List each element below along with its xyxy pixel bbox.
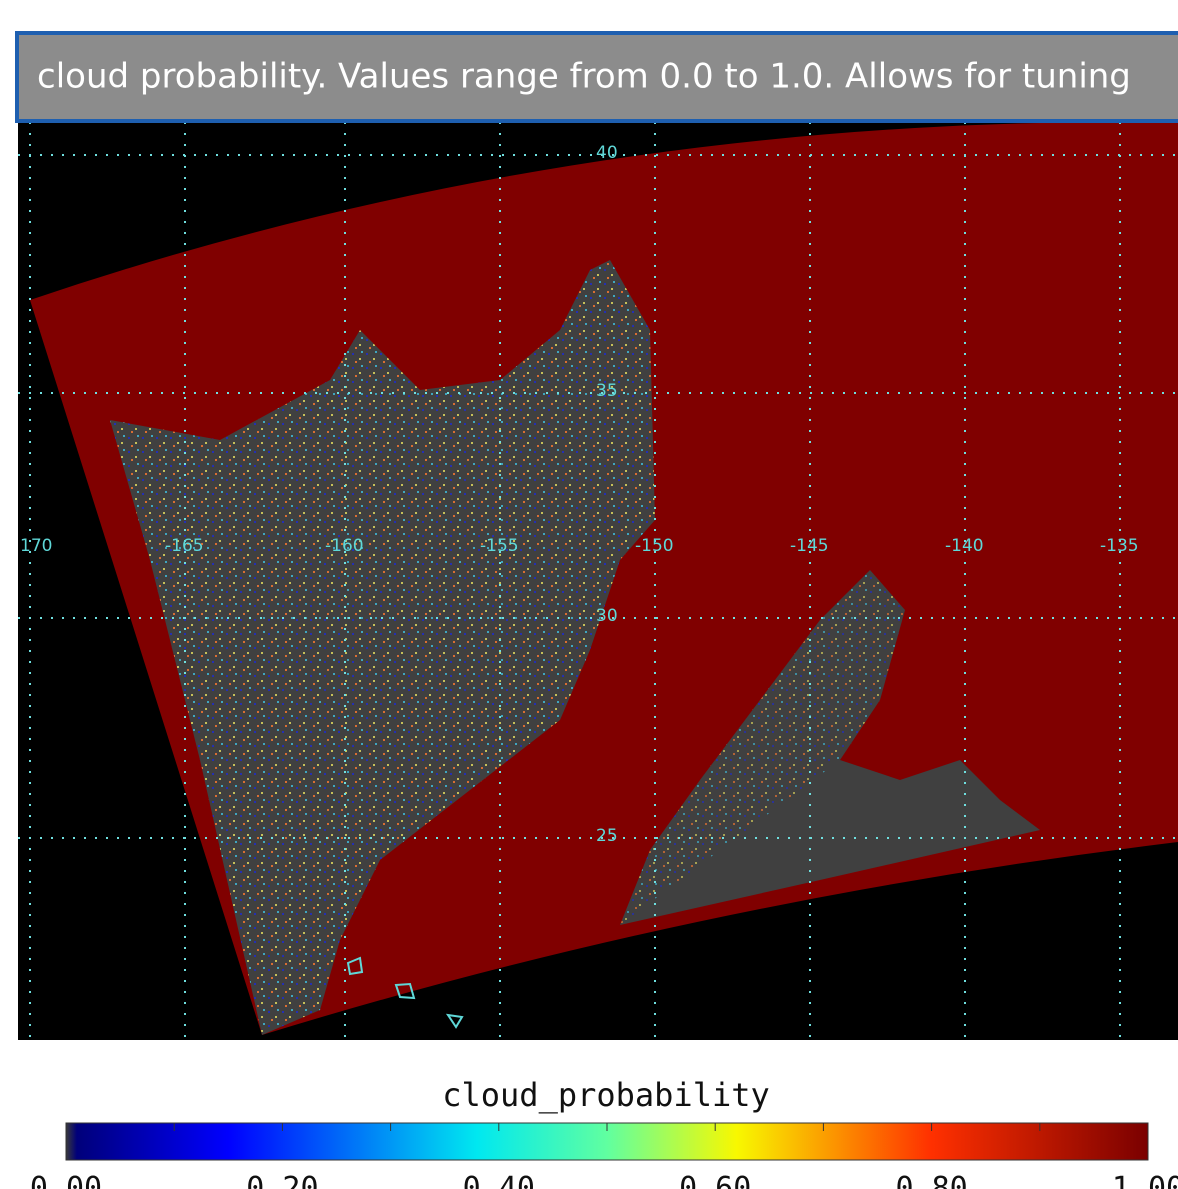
lon-label: -135 (1100, 536, 1139, 556)
lon-label: -160 (325, 536, 364, 556)
banner-text: cloud probability. Values range from 0.0… (37, 57, 1131, 97)
colorbar-tick-label: 0.60 (679, 1171, 751, 1189)
lon-label: -145 (790, 536, 829, 556)
lon-label: -165 (165, 536, 204, 556)
colorbar-tick-label: 0.40 (463, 1171, 535, 1189)
lat-label: 30 (596, 606, 618, 626)
lon-label: -155 (480, 536, 519, 556)
colorbar-tick-label: 0.20 (246, 1171, 318, 1189)
page: 40353025170-165-160-155-150-145-140-135 … (0, 0, 1178, 1189)
lon-label: -140 (945, 536, 984, 556)
lon-label: -150 (635, 536, 674, 556)
colorbar-tick-label: 1.00 (1112, 1171, 1178, 1189)
colorbar-tick-label: 0.00 (30, 1171, 102, 1189)
lat-label: 40 (596, 143, 618, 163)
colorbar-tick-label: 0.80 (895, 1171, 967, 1189)
colorbar-title: cloud_probability (442, 1076, 770, 1114)
lon-label: 170 (20, 536, 52, 556)
lat-label: 35 (596, 381, 618, 401)
lat-label: 25 (596, 826, 618, 846)
